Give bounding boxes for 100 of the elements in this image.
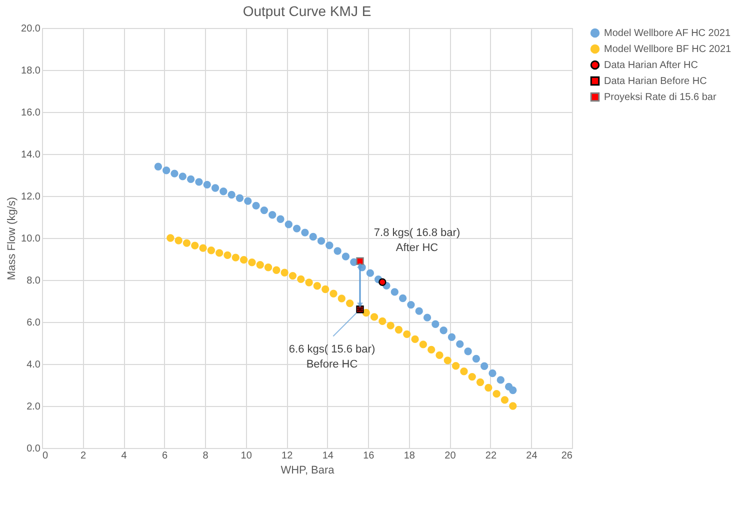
point: [170, 170, 178, 178]
point: [419, 340, 428, 348]
y-tick-label: 8.0: [26, 276, 41, 286]
point: [370, 313, 378, 321]
point: [346, 299, 354, 308]
point: [162, 166, 170, 174]
point: [264, 264, 272, 272]
point: [484, 384, 492, 392]
point: [268, 211, 276, 219]
point: [309, 232, 317, 241]
point: [480, 362, 488, 370]
point: [330, 290, 338, 298]
point: [394, 326, 403, 334]
point: [166, 234, 174, 242]
point: [407, 300, 415, 309]
legend-label: Proyeksi Rate di 15.6 bar: [604, 92, 717, 103]
x-tick-label: 12: [282, 450, 294, 462]
annotation: 6.6 kgs( 15.6 bar) Before HC: [288, 343, 376, 370]
y-tick-label: 20.0: [21, 24, 41, 34]
point: [334, 247, 342, 255]
y-tick-label: 0.0: [26, 444, 41, 454]
point: [297, 275, 305, 283]
legend-label: Data Harian Before HC: [604, 76, 707, 87]
x-tick-label: 0: [42, 450, 48, 462]
x-tick-label: 14: [322, 450, 334, 462]
point: [207, 246, 216, 254]
point: [460, 368, 468, 376]
point: [476, 378, 484, 386]
x-tick-label: 2: [80, 450, 86, 462]
point: [432, 320, 440, 328]
x-tick-label: 18: [404, 450, 416, 462]
point: [366, 269, 374, 277]
point: [220, 188, 228, 196]
point: [178, 172, 186, 180]
point: [191, 242, 199, 250]
point: [509, 386, 517, 394]
point: [256, 261, 264, 269]
point: [468, 372, 476, 381]
point: [301, 228, 309, 236]
y-tick-label: 2.0: [26, 402, 41, 412]
point: [411, 335, 419, 344]
point: [288, 272, 297, 280]
point: [211, 184, 220, 192]
point: [244, 197, 252, 205]
point: [236, 194, 244, 202]
point: [448, 333, 456, 341]
point: [423, 314, 432, 322]
point: [326, 242, 334, 250]
point: [195, 178, 203, 186]
point: [378, 278, 386, 286]
point: [342, 252, 350, 260]
point: [224, 251, 232, 260]
y-tick-label: 6.0: [26, 318, 41, 328]
legend-label: Model Wellbore BF HC 2021: [604, 44, 732, 55]
point: [398, 294, 407, 302]
y-tick-label: 14.0: [21, 150, 41, 160]
point: [464, 348, 472, 356]
point: [232, 254, 240, 262]
point: [260, 206, 268, 214]
point: [313, 282, 322, 290]
point: [317, 237, 326, 245]
y-tick-label: 16.0: [21, 108, 41, 118]
point: [386, 322, 394, 330]
point: [305, 278, 313, 286]
point: [415, 307, 423, 315]
point: [248, 258, 256, 266]
point: [182, 239, 191, 247]
point: [509, 402, 517, 410]
chart-title: Output Curve KMJ E: [242, 3, 372, 19]
point: [436, 351, 444, 360]
point: [174, 236, 182, 244]
point: [240, 256, 248, 264]
point: [228, 190, 236, 199]
x-tick-label: 16: [363, 450, 375, 462]
point: [452, 362, 460, 370]
x-tick-label: 6: [162, 450, 168, 462]
point: [280, 268, 288, 276]
point: [203, 180, 211, 188]
x-axis-title: WHP, Bara: [280, 464, 336, 476]
point: [186, 175, 195, 184]
x-tick-label: 10: [240, 450, 252, 462]
y-tick-label: 18.0: [21, 66, 41, 76]
legend-label: Data Harian After HC: [604, 60, 698, 71]
point: [390, 288, 398, 296]
x-tick-label: 22: [485, 450, 497, 462]
point: [428, 346, 436, 354]
point: [199, 244, 207, 252]
point: [154, 162, 162, 170]
point: [496, 376, 504, 384]
x-tick-label: 26: [561, 450, 573, 462]
point: [362, 308, 370, 317]
point: [472, 354, 480, 363]
x-tick-label: 24: [526, 450, 538, 462]
point: [456, 340, 464, 348]
point: [492, 390, 500, 398]
point: [444, 356, 452, 364]
x-tick-label: 20: [444, 450, 456, 462]
point: [276, 215, 284, 223]
annotation: 7.8 kgs( 16.8 bar) After HC: [374, 227, 460, 254]
point: [252, 202, 260, 210]
